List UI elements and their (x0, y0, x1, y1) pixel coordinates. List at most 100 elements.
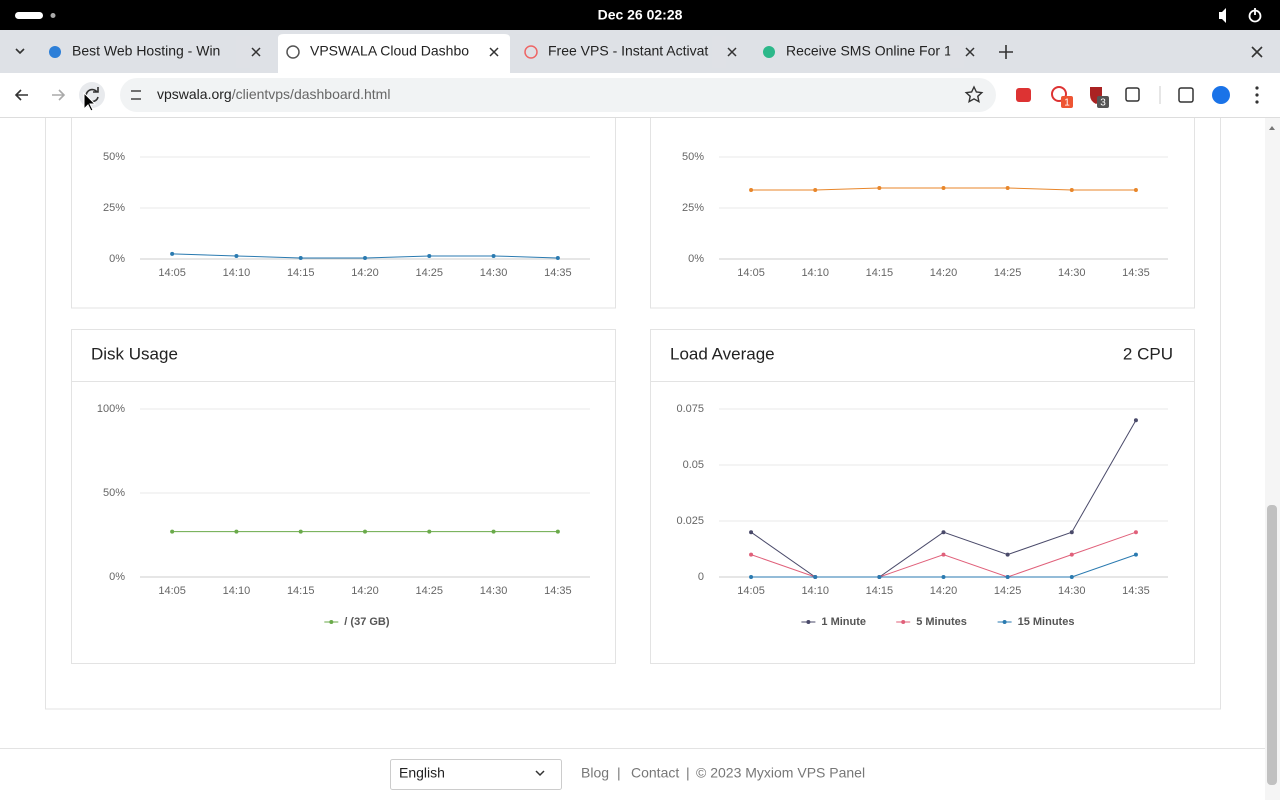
x-tick-label: 14:30 (480, 267, 508, 279)
data-point (298, 529, 303, 534)
data-point (234, 529, 239, 534)
footer-link[interactable]: Blog (581, 765, 609, 781)
data-point (1069, 575, 1074, 579)
tab-fade (712, 36, 726, 68)
chart-subtitle: 2 CPU (1123, 344, 1173, 363)
y-tick-label: 0.025 (676, 515, 704, 527)
data-point (1005, 552, 1010, 557)
chart: Load Average 2 CPU 0 0.025 0.05 0.075 14:05 14:… (670, 344, 1173, 627)
data-point (813, 188, 818, 193)
url-domain: vpswala.org (157, 86, 232, 102)
extension-icon[interactable] (1016, 88, 1031, 102)
legend-label: 15 Minutes (1018, 616, 1075, 628)
footer-copyright: © 2023 Myxiom VPS Panel (696, 765, 865, 781)
data-point (491, 253, 496, 258)
data-point (1133, 530, 1138, 535)
legend-marker (329, 620, 334, 624)
chart: Disk Usage 0% 50% 100% 14:05 14:10 14:15 14:20 1… (91, 344, 590, 628)
chart: 0% 25% 50% 14:05 14:10 14:15 14:20 14:25 14:30 14… (103, 151, 590, 279)
new-tab[interactable] (999, 45, 1013, 59)
url: vpswala.org/clientvps/dashboard.html (157, 86, 390, 102)
x-tick-label: 14:05 (737, 585, 765, 597)
x-tick-label: 14:15 (866, 267, 894, 279)
data-point (1133, 418, 1138, 423)
data-point (427, 529, 432, 534)
menu[interactable] (1255, 86, 1259, 90)
data-point (298, 255, 303, 260)
y-tick-label: 25% (682, 202, 704, 214)
data-point (941, 530, 946, 535)
tab-fade (236, 36, 250, 68)
legend-label: 5 Minutes (916, 616, 967, 628)
workspace-dot (50, 13, 56, 18)
data-point (877, 575, 882, 579)
data-point (941, 575, 946, 579)
x-tick-label: 14:25 (416, 267, 444, 279)
tab-strip (0, 30, 1280, 73)
language-select[interactable] (390, 759, 562, 790)
volume-icon[interactable] (1219, 8, 1226, 23)
side-panel[interactable] (1178, 87, 1194, 103)
tab-fade (474, 36, 488, 68)
legend-label: / (37 GB) (344, 616, 390, 628)
chart-title: Load Average (670, 344, 775, 363)
chart-title: Disk Usage (91, 344, 178, 363)
tab-title[interactable]: VPSWALA Cloud Dashbo (310, 43, 469, 59)
tab-title[interactable]: Receive SMS Online For 1 (786, 43, 952, 59)
data-point (1005, 575, 1010, 579)
data-point (1133, 188, 1138, 193)
extension-icon[interactable] (1051, 86, 1067, 102)
data-point (1069, 552, 1074, 557)
active-tab[interactable] (278, 34, 510, 73)
menu-dot (1255, 93, 1259, 97)
legend-label: 1 Minute (821, 616, 866, 628)
x-tick-label: 14:05 (158, 267, 186, 279)
window-close[interactable] (1251, 46, 1263, 58)
data-point (1069, 530, 1074, 535)
system-bar (0, 0, 1280, 30)
x-tick-label: 14:10 (223, 585, 251, 597)
profile[interactable] (1212, 86, 1230, 104)
x-tick-label: 14:35 (1122, 585, 1150, 597)
x-tick-label: 14:15 (287, 267, 315, 279)
back-button[interactable] (14, 89, 28, 101)
x-tick-label: 14:20 (930, 585, 958, 597)
x-tick-label: 14:05 (158, 585, 186, 597)
y-tick-label: 25% (103, 202, 125, 214)
scrollbar-thumb[interactable] (1267, 505, 1277, 785)
language-value: English (399, 765, 445, 781)
site-info[interactable] (131, 90, 141, 100)
x-tick-label: 14:35 (544, 585, 572, 597)
bookmark-star[interactable] (964, 85, 984, 103)
x-tick-label: 14:35 (1122, 267, 1150, 279)
extension-badge: 3 (1100, 98, 1106, 109)
footer-link[interactable]: Contact (631, 765, 679, 781)
y-tick-label: 0% (688, 253, 704, 265)
url-path: /clientvps/dashboard.html (232, 86, 391, 102)
activities-pill[interactable] (15, 12, 43, 19)
y-tick-label: 50% (682, 151, 704, 163)
tab-favicon (286, 45, 300, 59)
scroll-up[interactable] (1269, 126, 1275, 130)
select-chevron (535, 770, 545, 777)
panel (71, 89, 616, 309)
menu-dot (1255, 100, 1259, 104)
data-point (555, 529, 560, 534)
extensions-menu[interactable] (1125, 87, 1140, 102)
tab-close[interactable] (251, 47, 975, 57)
clock[interactable]: Dec 26 02:28 (598, 7, 683, 23)
data-point (1005, 186, 1010, 191)
y-tick-label: 100% (97, 403, 125, 415)
omnibox[interactable] (120, 78, 996, 112)
tab-title[interactable]: Free VPS - Instant Activat (548, 43, 708, 59)
y-tick-label: 50% (103, 151, 125, 163)
dashboard: 0% 25% 50% 14:05 14:10 14:15 14:20 14:25 14:30 14… (45, 89, 1221, 710)
y-tick-label: 0% (109, 253, 125, 265)
data-point (363, 255, 367, 260)
legend-marker (901, 620, 906, 624)
data-point (491, 529, 496, 534)
forward-button[interactable] (52, 89, 66, 101)
tab-search[interactable] (15, 48, 25, 55)
tab-title[interactable]: Best Web Hosting - Win (72, 43, 220, 59)
